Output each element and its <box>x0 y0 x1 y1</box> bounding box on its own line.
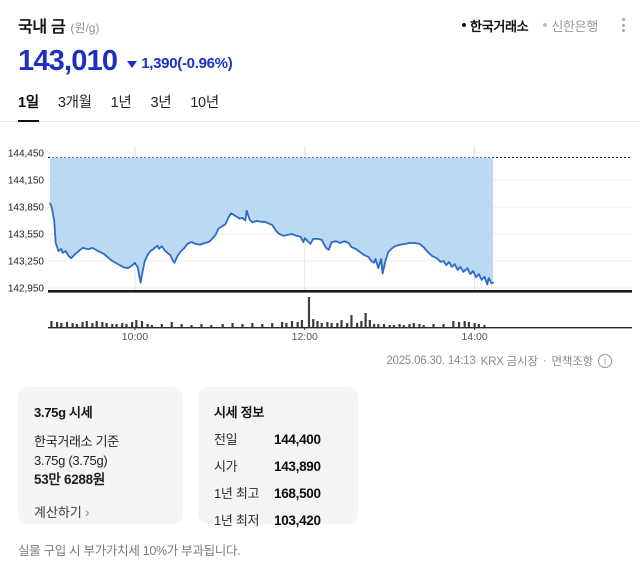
bullet-icon <box>462 23 467 27</box>
page-title: 국내 금 <box>18 19 66 36</box>
row-label: 전일 <box>214 432 238 447</box>
svg-text:10:00: 10:00 <box>122 331 148 343</box>
unit-card-title: 3.75g 시세 <box>34 405 93 420</box>
change-percent: (-0.96%) <box>177 54 233 72</box>
price-unit-label: (원/g) <box>70 21 100 35</box>
market-name: KRX 금시장 <box>480 356 538 368</box>
calculator-link[interactable]: 계산하기 › <box>34 502 90 521</box>
source-option-shinhan[interactable]: 신한은행 <box>543 16 598 35</box>
change-amount: 1,390 <box>141 54 178 72</box>
svg-text:12:00: 12:00 <box>292 331 318 343</box>
svg-text:143,250: 143,250 <box>8 257 45 268</box>
svg-text:144,450: 144,450 <box>8 149 45 160</box>
vat-note: 실물 구입 시 부가가치세 10%가 부과됩니다. <box>18 544 241 558</box>
summary-cards: 3.75g 시세 한국거래소 기준 3.75g (3.75g) 53만 6288… <box>0 387 640 528</box>
more-menu-icon[interactable] <box>617 15 630 35</box>
info-card-title: 시세 정보 <box>214 405 264 420</box>
svg-text:14:00: 14:00 <box>461 331 487 343</box>
calculator-link-label: 계산하기 <box>34 505 82 520</box>
quote-datetime: 2025.06.30. 14:13 <box>386 355 476 367</box>
info-row-year-low: 1년 최저 103,420 <box>214 510 342 529</box>
tab-1day[interactable]: 1일 <box>18 91 39 122</box>
source-option-krx[interactable]: 한국거래소 <box>462 16 529 35</box>
source-toggle-group: 한국거래소 신한은행 <box>462 13 630 35</box>
quote-info-card: 시세 정보 전일 144,400 시가 143,890 1년 최고 168,50… <box>198 387 358 528</box>
tab-3months[interactable]: 3개월 <box>57 95 92 111</box>
price-row: 143,010 1,390(-0.96%) <box>0 37 640 78</box>
down-triangle-icon <box>127 60 138 68</box>
info-row-open: 시가 143,890 <box>214 456 342 475</box>
source-label: 신한은행 <box>551 18 598 34</box>
tab-10years[interactable]: 10년 <box>190 95 219 111</box>
price-change: 1,390(-0.96%) <box>141 55 232 72</box>
current-price: 143,010 <box>18 45 118 77</box>
info-row-year-high: 1년 최고 168,500 <box>214 483 342 502</box>
info-icon[interactable]: i <box>598 354 612 368</box>
source-label: 한국거래소 <box>470 18 529 34</box>
row-value: 144,400 <box>274 432 321 447</box>
svg-text:142,950: 142,950 <box>8 284 45 295</box>
row-label: 1년 최고 <box>214 486 260 501</box>
unit-card-weight: 3.75g (3.75g) <box>34 453 108 468</box>
row-label: 1년 최저 <box>214 513 260 528</box>
row-value: 103,420 <box>274 513 321 528</box>
row-label: 시가 <box>214 459 238 474</box>
chart-meta: 2025.06.30. 14:13 KRX 금시장 · 면책조항 i <box>0 353 640 369</box>
row-value: 143,890 <box>274 459 321 474</box>
svg-text:143,850: 143,850 <box>8 203 45 214</box>
unit-card-basis: 한국거래소 기준 <box>34 434 119 449</box>
info-rows: 전일 144,400 시가 143,890 1년 최고 168,500 1년 최… <box>214 429 342 529</box>
disclaimer-link[interactable]: 면책조항 <box>551 356 593 368</box>
bullet-icon <box>543 23 548 27</box>
unit-card-price: 53만 6288원 <box>34 472 105 487</box>
tab-3years[interactable]: 3년 <box>150 95 172 111</box>
info-row-prev-close: 전일 144,400 <box>214 429 342 448</box>
svg-text:144,150: 144,150 <box>8 176 45 187</box>
unit-card-body: 한국거래소 기준 3.75g (3.75g) 53만 6288원 <box>34 432 167 489</box>
tab-1year[interactable]: 1년 <box>110 95 132 111</box>
svg-text:143,550: 143,550 <box>8 230 45 241</box>
divider-dot: · <box>542 355 547 367</box>
row-value: 168,500 <box>274 486 321 501</box>
period-tabs: 1일 3개월 1년 3년 10년 <box>0 91 640 122</box>
price-chart[interactable]: 144,450 144,150 143,850 143,550 143,250 142,9… <box>0 129 640 351</box>
header: 국내 금 (원/g) 한국거래소 신한은행 <box>0 0 640 37</box>
title-wrap: 국내 금 (원/g) <box>18 13 99 37</box>
unit-price-card: 3.75g 시세 한국거래소 기준 3.75g (3.75g) 53만 6288… <box>18 387 183 524</box>
chevron-right-icon: › <box>84 503 90 520</box>
